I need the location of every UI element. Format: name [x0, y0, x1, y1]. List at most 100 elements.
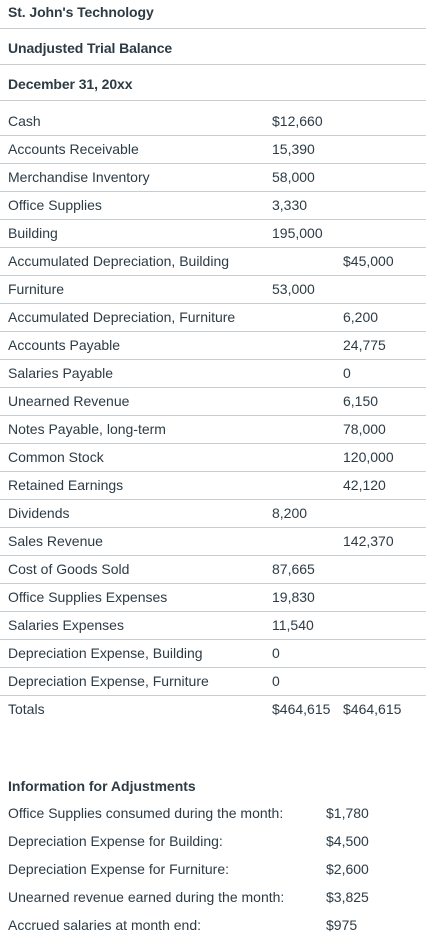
row-divider	[0, 611, 426, 612]
report-title: Unadjusted Trial Balance	[8, 40, 173, 56]
account-name: Common Stock	[8, 449, 104, 465]
table-row: Depreciation Expense, Building 0	[0, 640, 426, 668]
adjustment-label: Unearned revenue earned during the month…	[8, 889, 285, 905]
debit-value: 0	[272, 645, 280, 661]
account-name: Totals	[8, 701, 45, 717]
row-divider	[0, 499, 426, 500]
credit-value: 120,000	[343, 449, 394, 465]
credit-value: 142,370	[343, 533, 394, 549]
debit-value: 11,540	[272, 617, 314, 633]
company-name: St. John's Technology	[8, 4, 154, 20]
adjustment-value: $3,825	[326, 889, 369, 905]
table-row: Furniture 53,000	[0, 276, 426, 304]
table-row: Sales Revenue 142,370	[0, 528, 426, 556]
account-name: Building	[8, 225, 58, 241]
adjustment-label: Depreciation Expense for Furniture:	[8, 861, 229, 877]
adjustment-item: Depreciation Expense for Building: $4,500	[0, 828, 426, 856]
table-row: Cash $12,660	[0, 108, 426, 136]
row-divider	[0, 219, 426, 220]
table-row: Totals $464,615 $464,615	[0, 696, 426, 724]
divider	[0, 28, 426, 29]
row-divider	[0, 415, 426, 416]
table-row: Salaries Payable 0	[0, 360, 426, 388]
table-row: Accumulated Depreciation, Furniture 6,200	[0, 304, 426, 332]
row-divider	[0, 471, 426, 472]
debit-value: 58,000	[272, 169, 315, 185]
account-name: Sales Revenue	[8, 533, 103, 549]
account-name: Merchandise Inventory	[8, 169, 150, 185]
credit-value: 6,150	[343, 393, 379, 409]
table-row: Depreciation Expense, Furniture 0	[0, 668, 426, 696]
row-divider	[0, 303, 426, 304]
account-name: Accumulated Depreciation, Building	[8, 253, 230, 269]
debit-value: $12,660	[272, 113, 323, 129]
credit-value: 0	[343, 365, 351, 381]
credit-value: 6,200	[343, 309, 379, 325]
table-row: Notes Payable, long-term 78,000	[0, 416, 426, 444]
debit-value: 15,390	[272, 141, 315, 157]
row-divider	[0, 387, 426, 388]
row-divider	[0, 443, 426, 444]
row-divider	[0, 163, 426, 164]
adjustment-value: $975	[326, 917, 358, 933]
divider	[0, 100, 426, 101]
adjustment-item: Depreciation Expense for Furniture: $2,60…	[0, 856, 426, 884]
account-name: Depreciation Expense, Furniture	[8, 673, 209, 689]
account-name: Accounts Receivable	[8, 141, 139, 157]
account-name: Office Supplies Expenses	[8, 589, 168, 605]
adjustments-title: Information for Adjustments	[8, 778, 196, 794]
adjustment-label: Accrued salaries at month end:	[8, 917, 201, 933]
account-name: Depreciation Expense, Building	[8, 645, 203, 661]
debit-value: 8,200	[272, 505, 308, 521]
credit-value: 42,120	[343, 477, 386, 493]
table-row: Common Stock 120,000	[0, 444, 426, 472]
row-divider	[0, 135, 426, 136]
account-name: Salaries Expenses	[8, 617, 124, 633]
adjustment-value: $2,600	[326, 861, 369, 877]
adjustment-label: Office Supplies consumed during the mont…	[8, 805, 284, 821]
debit-value: 3,330	[272, 197, 308, 213]
table-row: Accounts Receivable 15,390	[0, 136, 426, 164]
adjustment-label: Depreciation Expense for Building:	[8, 833, 223, 849]
table-row: Cost of Goods Sold 87,665	[0, 556, 426, 584]
account-name: Retained Earnings	[8, 477, 124, 493]
table-row: Retained Earnings 42,120	[0, 472, 426, 500]
account-name: Office Supplies	[8, 197, 102, 213]
row-divider	[0, 359, 426, 360]
row-divider	[0, 275, 426, 276]
row-divider	[0, 555, 426, 556]
account-name: Notes Payable, long-term	[8, 421, 166, 437]
table-row: Merchandise Inventory 58,000	[0, 164, 426, 192]
credit-value: 24,775	[343, 337, 386, 353]
table-row: Office Supplies Expenses 19,830	[0, 584, 426, 612]
debit-value: 19,830	[272, 589, 315, 605]
credit-value: $464,615	[343, 701, 402, 717]
adjustment-item: Office Supplies consumed during the mont…	[0, 800, 426, 828]
row-divider	[0, 639, 426, 640]
row-divider	[0, 191, 426, 192]
row-divider	[0, 583, 426, 584]
account-name: Accumulated Depreciation, Furniture	[8, 309, 236, 325]
debit-value: 53,000	[272, 281, 315, 297]
row-divider	[0, 247, 426, 248]
table-row: Unearned Revenue 6,150	[0, 388, 426, 416]
account-name: Unearned Revenue	[8, 393, 130, 409]
adjustment-value: $4,500	[326, 833, 369, 849]
account-name: Salaries Payable	[8, 365, 114, 381]
report-date: December 31, 20xx	[8, 76, 133, 92]
table-row: Dividends 8,200	[0, 500, 426, 528]
account-name: Cash	[8, 113, 41, 129]
debit-value: 0	[272, 673, 280, 689]
account-name: Furniture	[8, 281, 65, 297]
row-divider	[0, 331, 426, 332]
table-row: Accounts Payable 24,775	[0, 332, 426, 360]
row-divider	[0, 667, 426, 668]
adjustment-value: $1,780	[326, 805, 369, 821]
row-divider	[0, 695, 426, 696]
debit-value: 195,000	[272, 225, 323, 241]
credit-value: 78,000	[343, 421, 386, 437]
adjustment-item: Accrued salaries at month end: $975	[0, 912, 426, 940]
table-row: Salaries Expenses 11,540	[0, 612, 426, 640]
row-divider	[0, 527, 426, 528]
table-row: Office Supplies 3,330	[0, 192, 426, 220]
